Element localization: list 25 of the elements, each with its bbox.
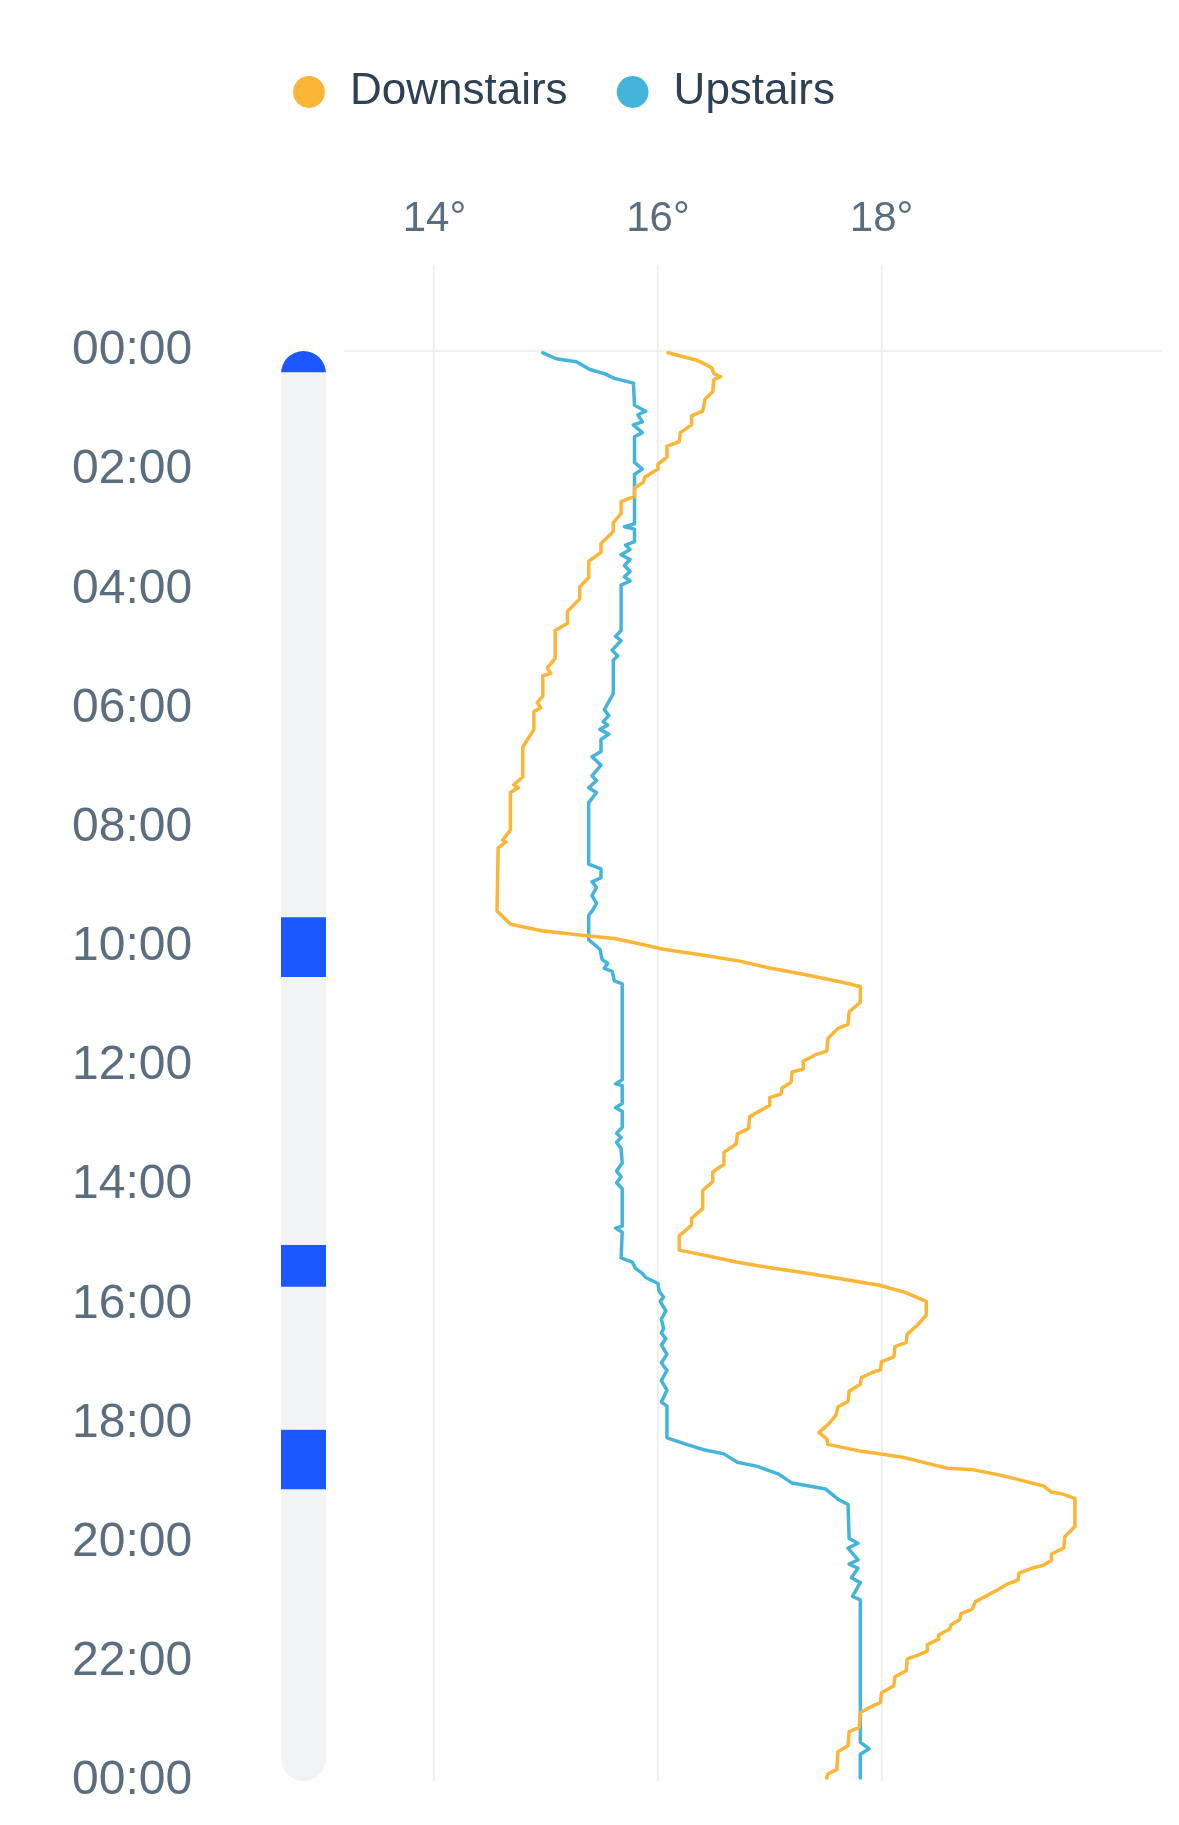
- legend-label: Downstairs: [350, 64, 568, 114]
- y-tick-label: 06:00: [72, 678, 193, 732]
- y-tick-label: 02:00: [72, 440, 193, 494]
- y-tick-label: 12:00: [72, 1036, 193, 1090]
- bar: [281, 916, 326, 977]
- bar: [281, 1244, 326, 1287]
- x-tick-label: 14°: [402, 193, 467, 241]
- y-tick-label: 20:00: [72, 1512, 193, 1566]
- y-tick-label: 18:00: [72, 1393, 193, 1447]
- legend-label: Upstairs: [673, 64, 835, 114]
- y-tick-label: 22:00: [72, 1632, 193, 1686]
- bar: [281, 371, 326, 918]
- y-tick-label: 10:00: [72, 917, 193, 971]
- y-tick-label: 08:00: [72, 797, 193, 851]
- bar: [281, 1429, 326, 1490]
- x-tick-label: 16°: [626, 193, 690, 241]
- bar: [281, 1286, 326, 1430]
- y-tick-label: 00:00: [72, 321, 193, 375]
- y-tick-label: 04:00: [72, 559, 193, 613]
- y-tick-label: 14:00: [72, 1155, 193, 1209]
- y-tick-label: 00:00: [72, 1751, 193, 1805]
- y-tick-label: 16:00: [72, 1274, 193, 1328]
- bar: [281, 976, 326, 1246]
- x-tick-label: 18°: [849, 193, 914, 241]
- bar: [281, 1488, 326, 1781]
